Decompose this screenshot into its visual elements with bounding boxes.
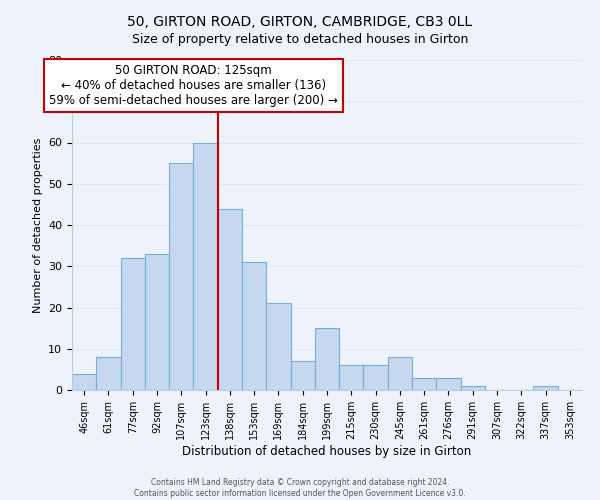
Bar: [412, 378, 436, 390]
Bar: [218, 208, 242, 390]
Bar: [193, 142, 218, 390]
Bar: [315, 328, 339, 390]
X-axis label: Distribution of detached houses by size in Girton: Distribution of detached houses by size …: [182, 444, 472, 458]
Bar: [145, 254, 169, 390]
Text: 50, GIRTON ROAD, GIRTON, CAMBRIDGE, CB3 0LL: 50, GIRTON ROAD, GIRTON, CAMBRIDGE, CB3 …: [127, 15, 473, 29]
Bar: [388, 357, 412, 390]
Bar: [169, 163, 193, 390]
Text: Contains HM Land Registry data © Crown copyright and database right 2024.
Contai: Contains HM Land Registry data © Crown c…: [134, 478, 466, 498]
Bar: [461, 386, 485, 390]
Bar: [436, 378, 461, 390]
Text: Size of property relative to detached houses in Girton: Size of property relative to detached ho…: [132, 32, 468, 46]
Bar: [533, 386, 558, 390]
Bar: [121, 258, 145, 390]
Bar: [96, 357, 121, 390]
Bar: [290, 361, 315, 390]
Bar: [364, 365, 388, 390]
Bar: [266, 304, 290, 390]
Y-axis label: Number of detached properties: Number of detached properties: [32, 138, 43, 312]
Bar: [72, 374, 96, 390]
Text: 50 GIRTON ROAD: 125sqm
← 40% of detached houses are smaller (136)
59% of semi-de: 50 GIRTON ROAD: 125sqm ← 40% of detached…: [49, 64, 338, 107]
Bar: [339, 365, 364, 390]
Bar: [242, 262, 266, 390]
